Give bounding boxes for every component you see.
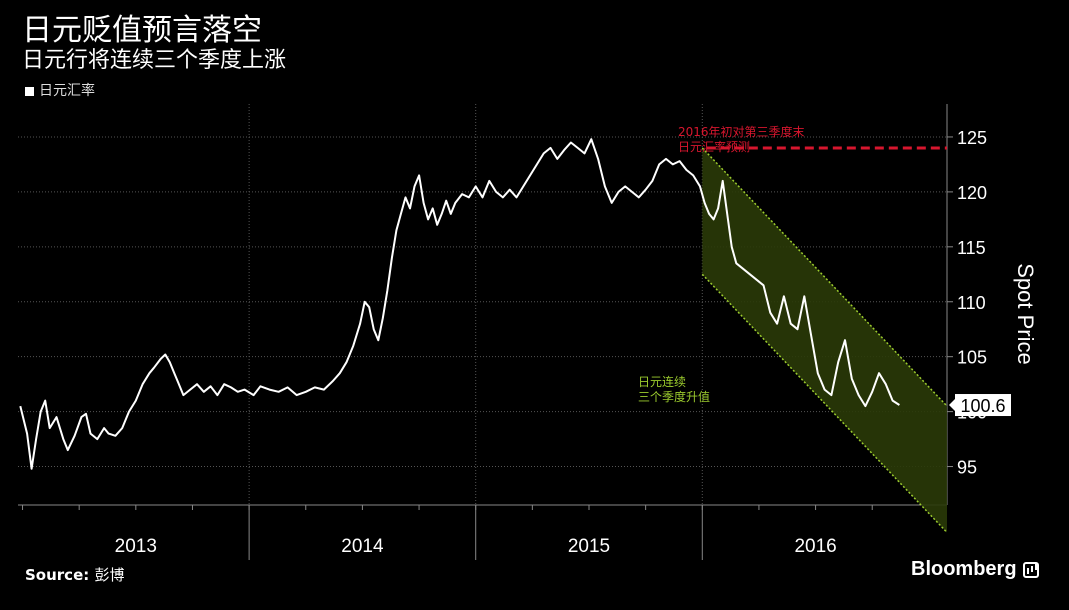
- y-tick-label-115: 115: [957, 238, 986, 258]
- x-tick-label-2016: 2016: [794, 536, 836, 557]
- last-value-pointer: [949, 398, 956, 413]
- x-tick-label-2014: 2014: [341, 536, 384, 557]
- legend-label: 日元汇率: [39, 83, 95, 99]
- source-value: 彭博: [94, 566, 125, 584]
- y-tick-label-125: 125: [957, 128, 987, 148]
- chart-subtitle: 日元行将连续三个季度上涨: [22, 48, 287, 73]
- last-value-box: [955, 394, 1011, 417]
- channel-label-line2: 三个季度升值: [638, 389, 710, 404]
- source-note: Source: 彭博: [25, 564, 125, 585]
- y-tick-label-110: 110: [957, 293, 986, 313]
- chart-title: 日元贬值预言落空: [22, 13, 262, 48]
- y-tick-label-120: 120: [957, 183, 987, 203]
- y-tick-label-105: 105: [957, 348, 987, 368]
- channel-upper-line: [701, 147, 948, 407]
- y-tick-label-95: 95: [957, 458, 977, 478]
- x-tick-label-2013: 2013: [115, 536, 157, 557]
- series-line-yen: [19, 138, 900, 470]
- bar-chart-icon: [1022, 561, 1039, 578]
- x-tick-label-2015: 2015: [568, 536, 610, 557]
- forecast-label-line2: 日元汇率预测: [678, 139, 750, 154]
- channel-lower-line: [701, 273, 948, 533]
- source-label: Source:: [25, 566, 90, 584]
- forecast-label-line1: 2016年初对第三季度末: [678, 124, 805, 139]
- legend: 日元汇率: [25, 83, 95, 99]
- legend-swatch: [25, 86, 34, 96]
- y-axis-label: Spot Price: [1013, 263, 1038, 365]
- channel-band: [702, 147, 947, 533]
- bloomberg-logo: Bloomberg: [911, 558, 1039, 581]
- brand-name: Bloomberg: [911, 558, 1017, 580]
- channel-label-line1: 日元连续: [638, 374, 686, 389]
- last-value-label: 100.6: [960, 396, 1005, 416]
